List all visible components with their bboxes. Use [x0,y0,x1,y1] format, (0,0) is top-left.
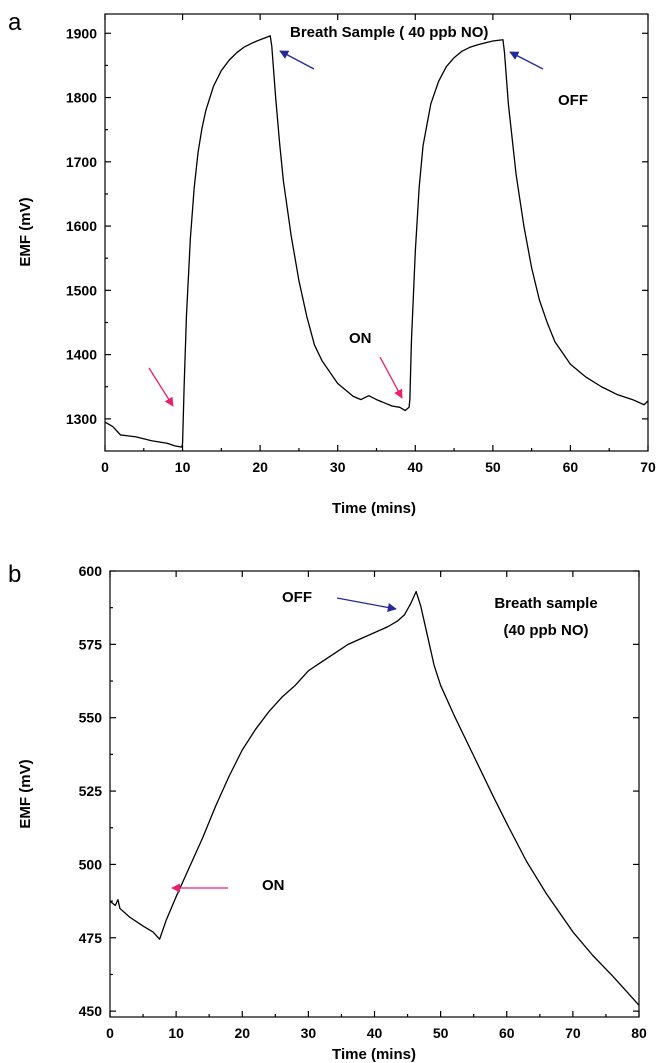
panel-a-x-tick-label: 20 [252,459,268,475]
panel-b-y-tick-label: 525 [79,783,103,799]
panel-b: b 0 10 20 30 40 50 60 70 80 450 475 500 525 550 575 600… [8,561,647,1063]
panel-a-x-tick-label: 0 [101,459,109,475]
panel-b-tick-labels: 0 10 20 30 40 50 60 70 80 450 475 500 525 550 575 600 [79,563,647,1041]
panel-b-plot-frame [109,570,640,1018]
panel-a-title: Breath Sample ( 40 ppb NO) [290,24,488,41]
panel-a: a 0 10 20 30 40 50 60 70 1300 1400 1500 1600 1700 180… [8,9,656,517]
panel-b-x-tick-label: 60 [499,1025,515,1041]
panel-b-x-tick-label: 30 [301,1025,317,1041]
panel-a-on-arrow-2 [379,356,403,399]
panel-b-title-line1: Breath sample [494,595,597,612]
panel-a-x-tick-label: 70 [640,459,656,475]
panel-b-x-tick-label: 10 [168,1025,184,1041]
panel-a-x-tick-label: 50 [485,459,501,475]
panel-a-x-tick-label: 40 [407,459,423,475]
panel-a-emf-line [104,35,649,448]
panel-a-off-arrow-2 [509,51,544,70]
panel-a-y-axis-label: EMF (mV) [17,197,34,266]
panel-a-y-tick-label: 1500 [66,282,97,298]
panel-b-title-line2: (40 ppb NO) [504,622,589,639]
panel-b-ticks [109,570,640,1017]
panel-b-x-tick-label: 70 [565,1025,581,1041]
panel-b-y-tick-label: 475 [79,930,103,946]
panel-b-x-tick-label: 20 [234,1025,250,1041]
panel-a-x-tick-label: 30 [330,459,346,475]
panel-a-x-tick-label: 10 [175,459,191,475]
panel-b-x-tick-label: 80 [631,1025,647,1041]
panel-a-y-tick-label: 1800 [66,90,97,106]
panel-b-x-axis-label: Time (mins) [332,1046,416,1063]
panel-b-y-axis-label: EMF (mV) [17,759,34,828]
panel-b-y-tick-label: 575 [79,636,103,652]
panel-letter-b: b [8,561,21,588]
panel-a-off-label: OFF [558,92,588,109]
panel-b-off-label: OFF [282,589,312,606]
panel-a-x-axis-label: Time (mins) [332,500,416,517]
panel-b-emf-line [109,590,640,1006]
panel-a-on-arrow-1 [148,367,174,407]
panel-b-x-tick-label: 0 [106,1025,114,1041]
panel-a-tick-labels: 0 10 20 30 40 50 60 70 1300 1400 1500 1600 1700 1800 1… [66,25,656,475]
panel-b-off-arrow [336,597,397,612]
panel-letter-a: a [8,9,22,36]
panel-b-y-tick-label: 450 [79,1003,103,1019]
panel-b-y-tick-label: 500 [79,856,103,872]
panel-b-y-tick-label: 600 [79,563,103,579]
panel-a-ticks [104,14,649,451]
panel-b-on-label: ON [262,877,285,894]
panel-a-on-label: ON [349,330,372,347]
panel-a-y-tick-label: 1400 [66,347,97,363]
panel-b-y-tick-label: 550 [79,710,103,726]
panel-a-y-tick-label: 1600 [66,218,97,234]
panel-a-y-tick-label: 1300 [66,411,97,427]
panel-b-x-tick-label: 40 [367,1025,383,1041]
panel-a-off-arrow-1 [279,50,315,70]
panel-a-plot-frame [104,13,649,452]
panel-a-y-tick-label: 1900 [66,25,97,41]
panel-a-y-tick-label: 1700 [66,154,97,170]
panel-a-x-tick-label: 60 [563,459,579,475]
panel-b-x-tick-label: 50 [433,1025,449,1041]
